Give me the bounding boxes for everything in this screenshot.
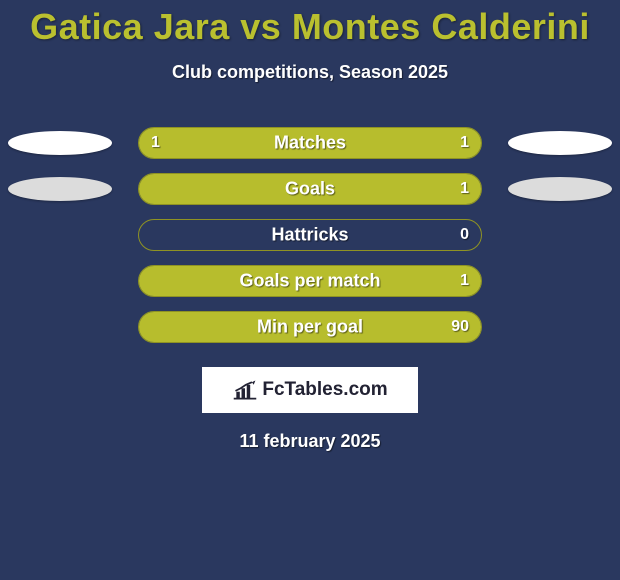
page-subtitle: Club competitions, Season 2025 — [0, 62, 620, 83]
player-left-oval — [8, 131, 112, 155]
logo-box: FcTables.com — [202, 367, 418, 413]
bar-chart-icon — [232, 378, 258, 402]
footer-date: 11 february 2025 — [0, 431, 620, 452]
stat-value-right: 0 — [460, 226, 469, 244]
player-right-oval — [508, 131, 612, 155]
stat-row: Goals per match 1 — [0, 265, 620, 297]
stat-row: Hattricks 0 — [0, 219, 620, 251]
page-title: Gatica Jara vs Montes Calderini — [0, 0, 620, 48]
stat-bar-fill — [139, 266, 481, 296]
page: Gatica Jara vs Montes Calderini Club com… — [0, 0, 620, 580]
stat-row: Min per goal 90 — [0, 311, 620, 343]
stat-row: 1 Matches 1 — [0, 127, 620, 159]
player-left-oval — [8, 177, 112, 201]
stat-bar-goals: Goals 1 — [138, 173, 482, 205]
stat-bar-fill — [139, 128, 481, 158]
stat-row: Goals 1 — [0, 173, 620, 205]
stat-bar-goals-per-match: Goals per match 1 — [138, 265, 482, 297]
stats-container: 1 Matches 1 Goals 1 Hattricks 0 — [0, 127, 620, 343]
stat-bar-fill — [139, 174, 481, 204]
stat-bar-hattricks: Hattricks 0 — [138, 219, 482, 251]
stat-bar-min-per-goal: Min per goal 90 — [138, 311, 482, 343]
stat-bar-fill — [139, 312, 481, 342]
stat-label: Hattricks — [139, 225, 481, 246]
logo-text: FcTables.com — [262, 379, 387, 401]
player-right-oval — [508, 177, 612, 201]
stat-bar-matches: 1 Matches 1 — [138, 127, 482, 159]
